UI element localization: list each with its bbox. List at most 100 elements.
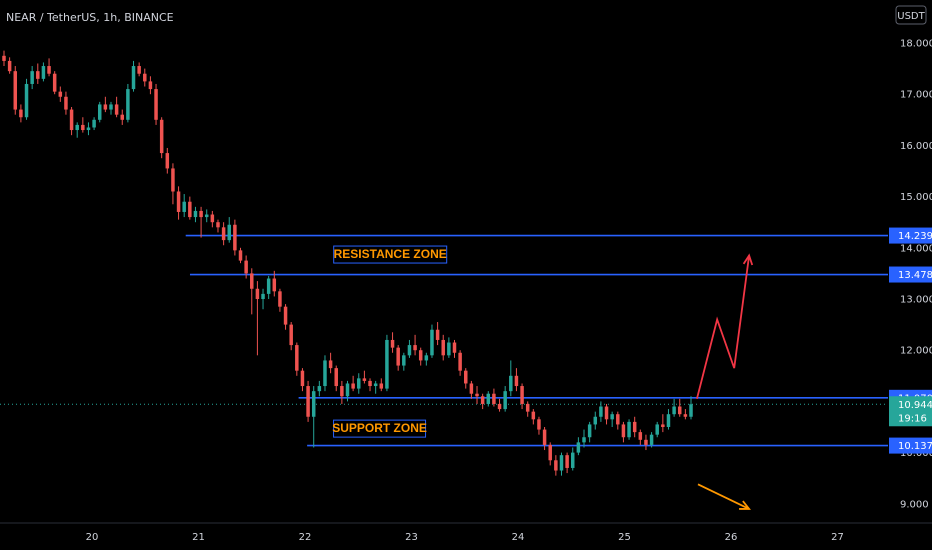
candle-body <box>137 66 141 74</box>
candle-body <box>424 355 429 361</box>
candle-down <box>351 375 355 392</box>
candle-body <box>52 73 57 92</box>
candle-body <box>430 329 434 356</box>
candle-body <box>435 329 440 340</box>
candle-body <box>576 442 581 453</box>
candle-body <box>644 439 648 445</box>
candle-down <box>458 350 462 376</box>
candle-up <box>689 396 693 420</box>
candle-down <box>238 247 243 264</box>
candle-down <box>475 386 479 404</box>
candle-body <box>182 201 186 212</box>
candle-down <box>154 83 158 125</box>
candle-body <box>227 224 231 241</box>
candle-body <box>373 383 378 387</box>
candle-down <box>52 71 57 95</box>
price-tick-label: 10.000 <box>900 448 932 459</box>
candle-down <box>19 104 23 123</box>
candle-body <box>672 406 676 415</box>
candle-down <box>554 455 558 476</box>
candle-body <box>300 370 305 387</box>
candle-body <box>497 403 502 410</box>
candle-body <box>649 434 654 445</box>
level-price-tag-text: 13.478 <box>898 270 932 281</box>
candle-down <box>171 163 175 205</box>
candle-up <box>126 83 130 123</box>
candle-up <box>430 324 434 358</box>
candle-down <box>58 86 63 102</box>
candle-down <box>492 388 496 407</box>
price-tick-label: 17.000 <box>900 90 932 101</box>
candle-up <box>182 194 186 218</box>
candle-body <box>148 81 153 90</box>
candle-body <box>317 386 322 392</box>
candle-up <box>576 437 581 456</box>
candle-body <box>131 66 136 90</box>
candle-down <box>278 288 282 312</box>
candle-body <box>120 114 124 120</box>
candle-body <box>604 406 609 420</box>
candle-body <box>351 383 355 389</box>
candle-body <box>413 345 417 351</box>
candle-up <box>509 360 513 397</box>
candle-down <box>272 270 277 297</box>
candle-body <box>469 383 474 394</box>
candle-body <box>565 455 569 468</box>
candle-down <box>306 380 310 422</box>
candle-body <box>221 227 226 241</box>
candles <box>2 50 693 476</box>
price-axis-panel[interactable] <box>888 0 932 523</box>
candle-body <box>193 210 198 218</box>
candle-up <box>41 62 46 82</box>
bearish-projection-arrow <box>697 483 751 510</box>
zone-label-box <box>333 245 448 264</box>
price-tick-label: 16.000 <box>900 141 932 152</box>
candle-body <box>2 55 6 61</box>
candle-down <box>525 401 530 417</box>
candle-down <box>143 68 147 87</box>
candle-body <box>621 424 626 438</box>
candle-body <box>357 378 361 389</box>
zone-label-box <box>333 419 427 438</box>
candle-up <box>655 421 659 438</box>
candle-up <box>582 429 586 448</box>
candle-body <box>188 201 192 218</box>
candle-down <box>537 416 541 435</box>
time-tick-label: 27 <box>831 532 844 543</box>
candle-up <box>357 373 361 394</box>
candle-up <box>666 409 671 430</box>
candle-down <box>621 421 626 443</box>
candle-body <box>306 386 310 417</box>
candle-body <box>554 460 558 471</box>
candle-body <box>311 391 316 417</box>
candle-body <box>165 153 170 169</box>
candle-body <box>36 71 40 79</box>
candle-down <box>159 117 164 159</box>
candle-up <box>193 206 198 223</box>
candle-body <box>486 393 491 404</box>
candle-body <box>255 288 260 299</box>
candle-down <box>683 409 688 420</box>
candle-body <box>340 386 344 397</box>
candle-up <box>593 411 598 430</box>
candle-up <box>323 355 327 392</box>
candle-down <box>295 342 299 376</box>
candle-down <box>250 268 254 315</box>
candle-body <box>171 168 175 192</box>
candle-down <box>452 339 457 358</box>
candle-body <box>210 214 215 223</box>
candle-down <box>340 380 344 404</box>
candle-up <box>486 391 491 407</box>
candle-body <box>548 444 552 461</box>
price-tick-label: 12.000 <box>900 346 932 357</box>
time-axis-ticks[interactable]: 20 21 22 23 24 25 26 27 <box>86 532 844 543</box>
currency-button[interactable]: USDT <box>895 5 927 25</box>
candle-body <box>441 339 445 356</box>
candle-up <box>447 337 451 358</box>
candle-up <box>402 352 406 371</box>
candle-body <box>97 104 102 120</box>
horizontal-levels <box>185 234 888 447</box>
projection-path <box>697 483 750 510</box>
candle-body <box>126 89 130 120</box>
